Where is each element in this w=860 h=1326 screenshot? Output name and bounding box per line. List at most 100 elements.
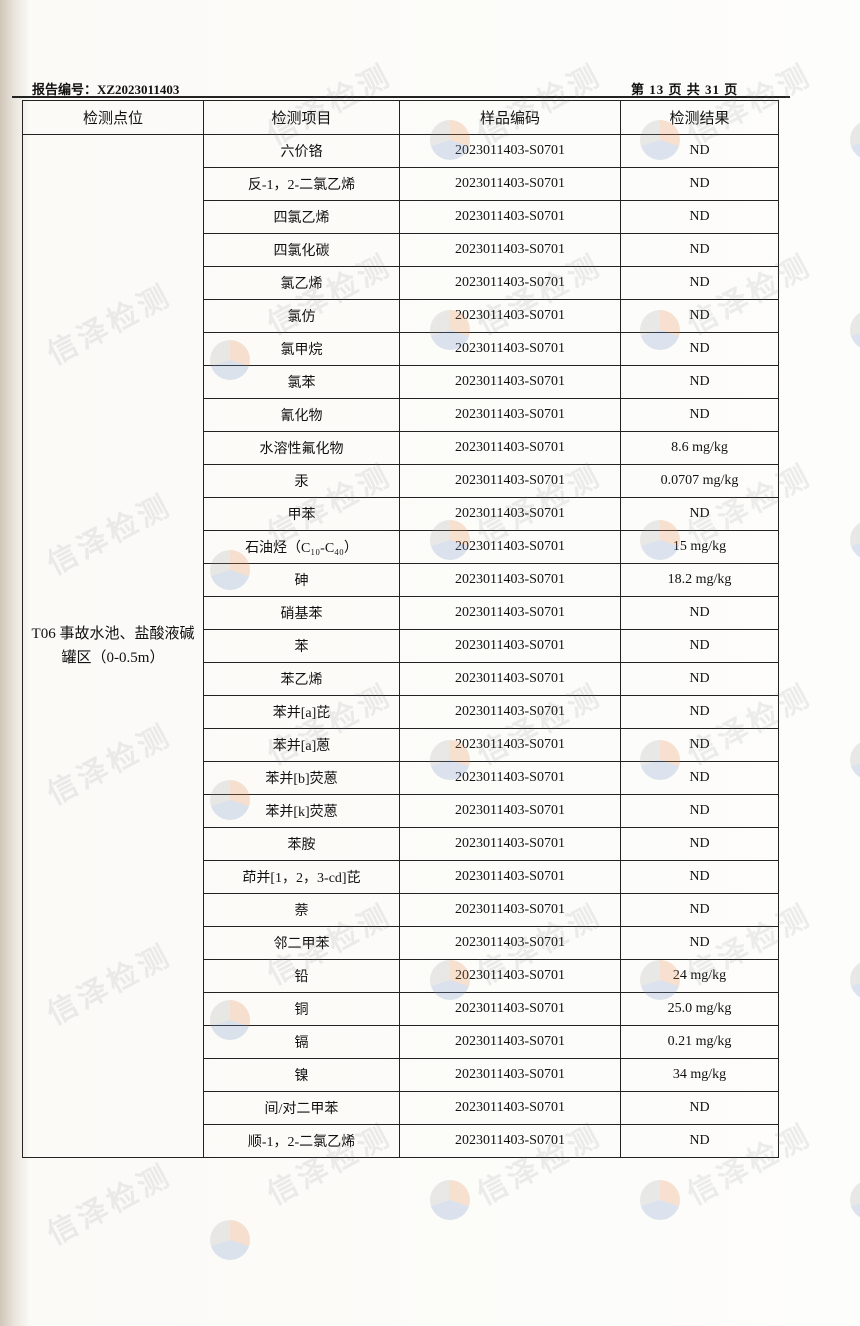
code-cell: 2023011403-S0701 bbox=[399, 266, 621, 300]
code-cell: 2023011403-S0701 bbox=[399, 365, 621, 399]
code-cell: 2023011403-S0701 bbox=[399, 761, 621, 795]
page-info: 第 13 页 共 31 页 bbox=[631, 82, 739, 97]
result-cell: ND bbox=[620, 761, 779, 795]
item-cell: 四氯化碳 bbox=[203, 233, 400, 267]
code-cell: 2023011403-S0701 bbox=[399, 959, 621, 993]
item-cell: 苯并[b]荧蒽 bbox=[203, 761, 400, 795]
results-table: 检测点位 检测项目 样品编码 检测结果 T06 事故水池、盐酸液碱罐区（0-0.… bbox=[22, 100, 779, 1158]
item-cell: 水溶性氟化物 bbox=[203, 431, 400, 465]
result-cell: ND bbox=[620, 167, 779, 201]
table-row: 镍 2023011403-S0701 34 mg/kg bbox=[23, 1058, 779, 1092]
code-cell: 2023011403-S0701 bbox=[399, 1091, 621, 1125]
code-cell: 2023011403-S0701 bbox=[399, 596, 621, 630]
code-cell: 2023011403-S0701 bbox=[399, 134, 621, 168]
code-cell: 2023011403-S0701 bbox=[399, 299, 621, 333]
watermark-logo-icon bbox=[850, 960, 860, 1000]
item-cell: 苯乙烯 bbox=[203, 662, 400, 696]
code-cell: 2023011403-S0701 bbox=[399, 233, 621, 267]
result-cell: ND bbox=[620, 365, 779, 399]
result-cell: ND bbox=[620, 926, 779, 960]
result-cell: ND bbox=[620, 398, 779, 432]
item-cell: 铜 bbox=[203, 992, 400, 1026]
result-cell: ND bbox=[620, 332, 779, 366]
item-cell: 硝基苯 bbox=[203, 596, 400, 630]
report-number: 报告编号：XZ2023011403 bbox=[32, 82, 180, 97]
result-cell: ND bbox=[620, 1124, 779, 1158]
watermark-logo-icon bbox=[640, 1180, 680, 1220]
item-cell: 氯苯 bbox=[203, 365, 400, 399]
result-cell: ND bbox=[620, 497, 779, 531]
code-cell: 2023011403-S0701 bbox=[399, 497, 621, 531]
result-cell: ND bbox=[620, 596, 779, 630]
item-cell: 氯仿 bbox=[203, 299, 400, 333]
code-cell: 2023011403-S0701 bbox=[399, 1025, 621, 1059]
table-row: 砷 2023011403-S0701 18.2 mg/kg bbox=[23, 563, 779, 597]
code-cell: 2023011403-S0701 bbox=[399, 893, 621, 927]
code-cell: 2023011403-S0701 bbox=[399, 926, 621, 960]
item-cell: 顺-1，2-二氯乙烯 bbox=[203, 1124, 400, 1158]
watermark-logo-icon bbox=[850, 1180, 860, 1220]
table-row: 邻二甲苯 2023011403-S0701 ND bbox=[23, 926, 779, 960]
item-cell: 茚并[1，2，3-cd]芘 bbox=[203, 860, 400, 894]
result-cell: ND bbox=[620, 266, 779, 300]
item-cell: 苯胺 bbox=[203, 827, 400, 861]
code-cell: 2023011403-S0701 bbox=[399, 530, 621, 564]
code-cell: 2023011403-S0701 bbox=[399, 563, 621, 597]
item-cell: 氯甲烷 bbox=[203, 332, 400, 366]
location-cell: T06 事故水池、盐酸液碱罐区（0-0.5m） bbox=[22, 134, 204, 1158]
item-cell: 萘 bbox=[203, 893, 400, 927]
table-row: 苯乙烯 2023011403-S0701 ND bbox=[23, 662, 779, 696]
code-cell: 2023011403-S0701 bbox=[399, 200, 621, 234]
result-cell: ND bbox=[620, 794, 779, 828]
item-cell: 甲苯 bbox=[203, 497, 400, 531]
result-cell: ND bbox=[620, 233, 779, 267]
header-rule bbox=[12, 96, 790, 98]
table-row: 苯并[b]荧蒽 2023011403-S0701 ND bbox=[23, 761, 779, 795]
code-cell: 2023011403-S0701 bbox=[399, 398, 621, 432]
item-cell: 苯并[k]荧蒽 bbox=[203, 794, 400, 828]
table-row: 四氯乙烯 2023011403-S0701 ND bbox=[23, 200, 779, 234]
result-cell: ND bbox=[620, 629, 779, 663]
result-cell: ND bbox=[620, 695, 779, 729]
table-row: 甲苯 2023011403-S0701 ND bbox=[23, 497, 779, 531]
table-row: T06 事故水池、盐酸液碱罐区（0-0.5m） 六价铬 2023011403-S07… bbox=[22, 134, 779, 1158]
result-cell: ND bbox=[620, 662, 779, 696]
item-cell: 六价铬 bbox=[203, 134, 400, 168]
result-cell: ND bbox=[620, 827, 779, 861]
item-cell: 邻二甲苯 bbox=[203, 926, 400, 960]
table-header-row: 检测点位 检测项目 样品编码 检测结果 bbox=[22, 100, 779, 135]
table-row: 苯并[a]芘 2023011403-S0701 ND bbox=[23, 695, 779, 729]
table-row: 氯仿 2023011403-S0701 ND bbox=[23, 299, 779, 333]
result-cell: 24 mg/kg bbox=[620, 959, 779, 993]
result-cell: 25.0 mg/kg bbox=[620, 992, 779, 1026]
watermark-logo-icon bbox=[850, 120, 860, 160]
result-cell: ND bbox=[620, 728, 779, 762]
item-cell: 氰化物 bbox=[203, 398, 400, 432]
code-cell: 2023011403-S0701 bbox=[399, 728, 621, 762]
result-cell: ND bbox=[620, 134, 779, 168]
watermark-logo-icon bbox=[430, 1180, 470, 1220]
result-cell: ND bbox=[620, 299, 779, 333]
result-cell: ND bbox=[620, 860, 779, 894]
code-cell: 2023011403-S0701 bbox=[399, 431, 621, 465]
result-cell: ND bbox=[620, 200, 779, 234]
table-row: 铜 2023011403-S0701 25.0 mg/kg bbox=[23, 992, 779, 1026]
result-cell: 0.0707 mg/kg bbox=[620, 464, 779, 498]
table-row: 苯并[k]荧蒽 2023011403-S0701 ND bbox=[23, 794, 779, 828]
result-cell: 15 mg/kg bbox=[620, 530, 779, 564]
item-cell: 铅 bbox=[203, 959, 400, 993]
code-cell: 2023011403-S0701 bbox=[399, 629, 621, 663]
table-row: 硝基苯 2023011403-S0701 ND bbox=[23, 596, 779, 630]
item-cell: 砷 bbox=[203, 563, 400, 597]
col-header-result: 检测结果 bbox=[620, 100, 779, 135]
result-cell: ND bbox=[620, 1091, 779, 1125]
item-cell: 氯乙烯 bbox=[203, 266, 400, 300]
table-row: 苯胺 2023011403-S0701 ND bbox=[23, 827, 779, 861]
item-cell: 镍 bbox=[203, 1058, 400, 1092]
code-cell: 2023011403-S0701 bbox=[399, 1058, 621, 1092]
code-cell: 2023011403-S0701 bbox=[399, 332, 621, 366]
item-cell: 石油烃（C₁₀-C₄₀） bbox=[203, 530, 400, 564]
table-row: 氯甲烷 2023011403-S0701 ND bbox=[23, 332, 779, 366]
col-header-location: 检测点位 bbox=[22, 100, 204, 135]
item-cell: 汞 bbox=[203, 464, 400, 498]
